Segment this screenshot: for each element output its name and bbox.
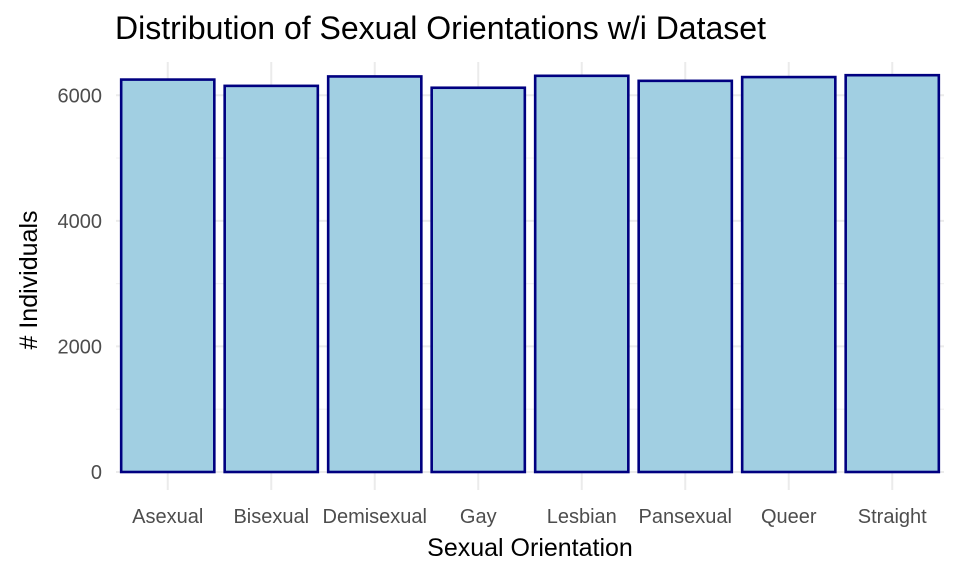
bar-queer <box>740 75 837 474</box>
x-tick-label: Asexual <box>132 506 203 528</box>
bar-gay <box>430 86 527 474</box>
x-tick-label: Pansexual <box>639 506 732 528</box>
x-tick-label: Bisexual <box>233 506 309 528</box>
x-tick-label: Demisexual <box>323 506 427 528</box>
y-axis-title: # Individuals <box>15 211 43 350</box>
bar-straight <box>844 73 941 474</box>
x-tick-label: Lesbian <box>547 506 617 528</box>
y-axis-ticks: 0 2000 4000 6000 <box>58 85 103 484</box>
bar-bisexual <box>223 84 320 474</box>
x-tick-label: Queer <box>761 506 817 528</box>
bar-pansexual <box>637 79 734 474</box>
y-tick-label: 6000 <box>58 85 103 107</box>
y-tick-label: 2000 <box>58 336 103 358</box>
x-tick-label: Gay <box>460 506 497 528</box>
bars <box>119 73 941 474</box>
bar-demisexual <box>326 75 423 474</box>
y-tick-label: 4000 <box>58 211 103 233</box>
x-axis-ticks: Asexual Bisexual Demisexual Gay Lesbian Panse… <box>132 506 927 528</box>
y-tick-label: 0 <box>91 462 102 484</box>
x-axis-title: Sexual Orientation <box>427 534 633 562</box>
chart-title: Distribution of Sexual Orientations w/i … <box>115 10 766 46</box>
x-tick-label: Straight <box>858 506 927 528</box>
bar-asexual <box>119 78 216 474</box>
bar-lesbian <box>533 74 630 474</box>
